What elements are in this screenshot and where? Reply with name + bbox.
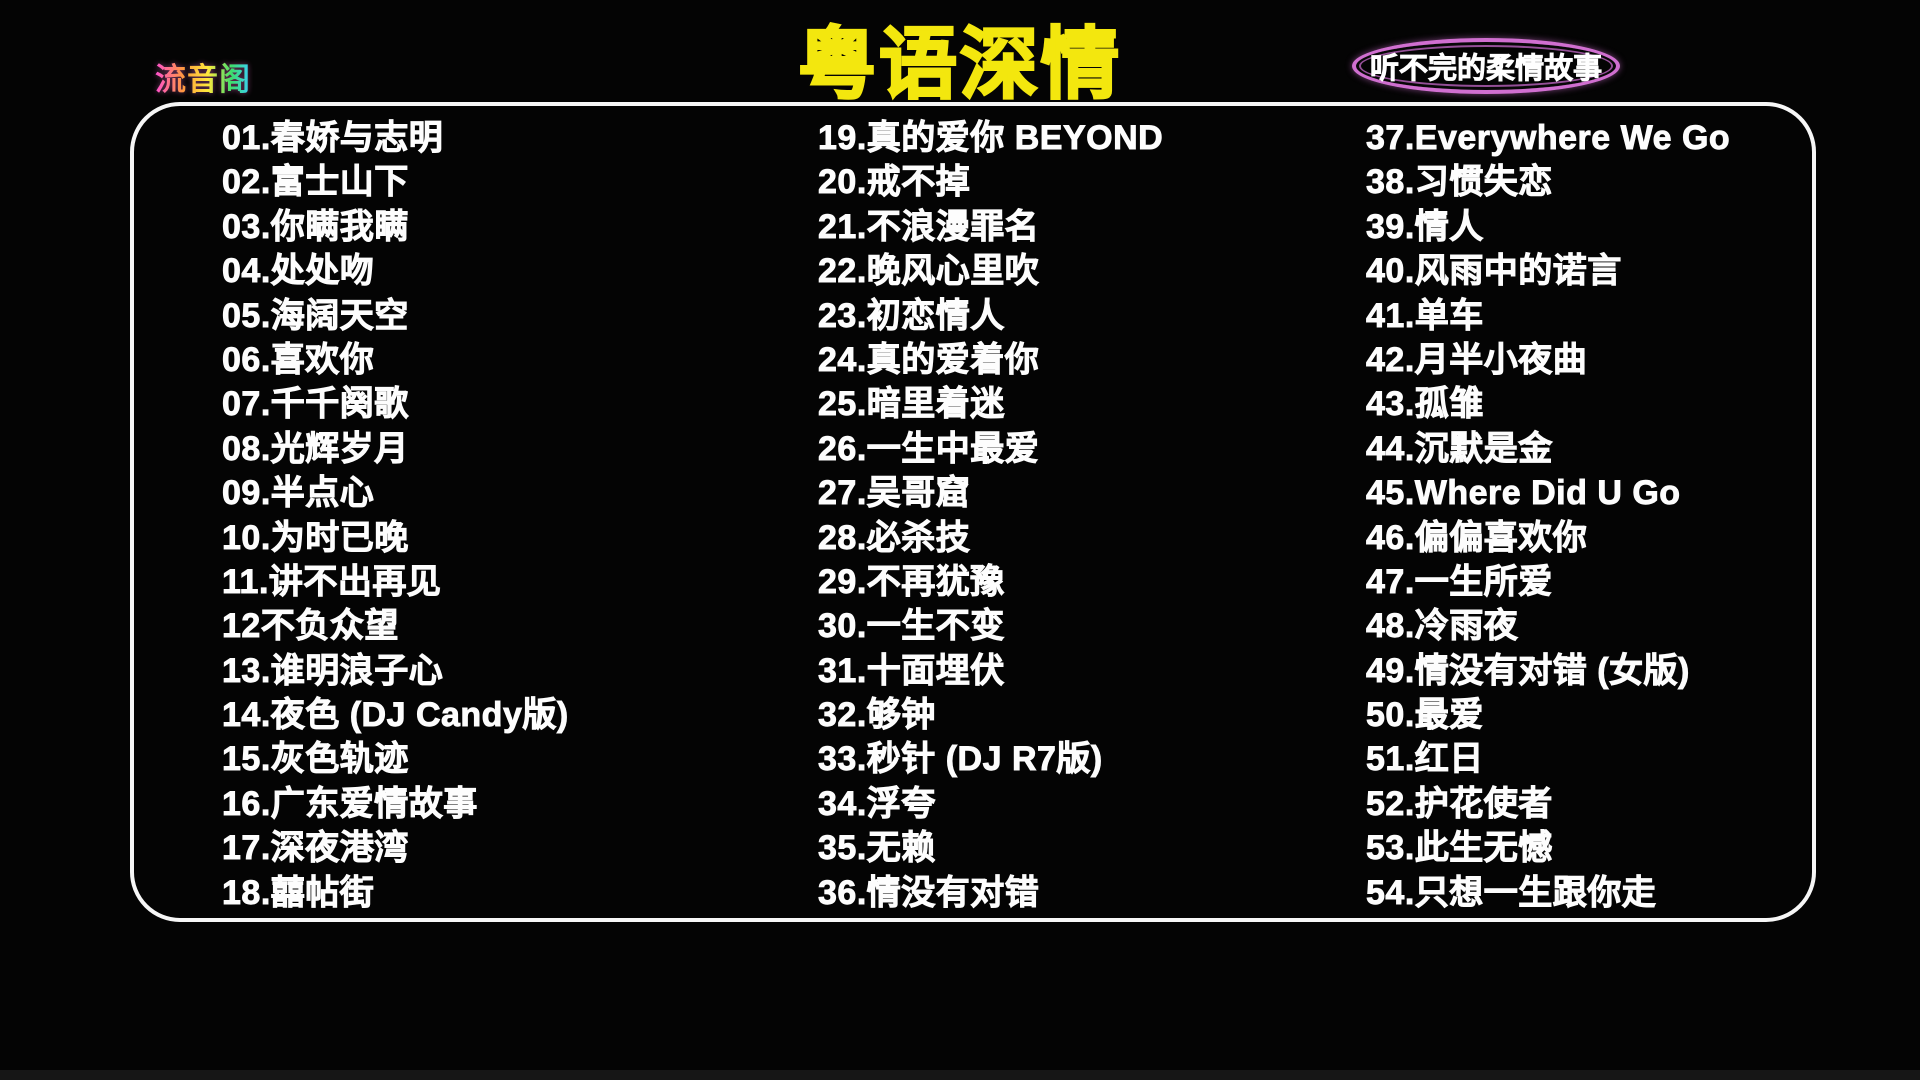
song-item: 39.情人 bbox=[1366, 207, 1484, 246]
song-item: 21.不浪漫罪名 bbox=[818, 207, 1040, 246]
song-item: 52.护花使者 bbox=[1366, 784, 1553, 823]
song-column: 01.春娇与志明 02.富士山下 03.你瞒我瞒 04.处处吻 05.海阔天空 06.喜欢… bbox=[222, 116, 569, 915]
song-item: 23.初恋情人 bbox=[818, 296, 1005, 335]
channel-watermark: 流音阁 bbox=[155, 54, 251, 99]
song-item: 01.春娇与志明 bbox=[222, 119, 444, 158]
song-item: 16.广东爱情故事 bbox=[222, 784, 478, 823]
song-item: 03.你瞒我瞒 bbox=[222, 207, 409, 246]
song-item: 06.喜欢你 bbox=[222, 340, 375, 379]
song-item: 07.千千阕歌 bbox=[222, 385, 409, 424]
song-item: 50.最爱 bbox=[1366, 696, 1484, 735]
song-item: 14.夜色 (DJ Candy版) bbox=[222, 696, 569, 735]
song-item: 25.暗里着迷 bbox=[818, 385, 1005, 424]
song-item: 31.十面埋伏 bbox=[818, 651, 1005, 690]
song-item: 19.真的爱你 BEYOND bbox=[818, 119, 1164, 158]
song-item: 43.孤雏 bbox=[1366, 385, 1484, 424]
song-item: 38.习惯失恋 bbox=[1366, 163, 1553, 202]
song-item: 05.海阔天空 bbox=[222, 296, 409, 335]
song-item: 24.真的爱着你 bbox=[818, 340, 1040, 379]
song-item: 46.偏偏喜欢你 bbox=[1366, 518, 1588, 557]
song-item: 26.一生中最爱 bbox=[818, 429, 1040, 468]
song-item: 32.够钟 bbox=[818, 696, 936, 735]
song-item: 08.光辉岁月 bbox=[222, 429, 409, 468]
song-item: 51.红日 bbox=[1366, 740, 1484, 779]
song-item: 44.沉默是金 bbox=[1366, 429, 1553, 468]
song-item: 40.风雨中的诺言 bbox=[1366, 252, 1622, 291]
song-item: 04.处处吻 bbox=[222, 252, 375, 291]
song-item: 22.晚风心里吹 bbox=[818, 252, 1040, 291]
playlist-frame: 01.春娇与志明 02.富士山下 03.你瞒我瞒 04.处处吻 05.海阔天空 06.喜欢… bbox=[130, 102, 1816, 922]
song-item: 28.必杀技 bbox=[818, 518, 971, 557]
song-item: 47.一生所爱 bbox=[1366, 562, 1553, 601]
song-item: 30.一生不变 bbox=[818, 607, 1005, 646]
subtitle-badge: 听不完的柔情故事 bbox=[1352, 38, 1620, 94]
song-column: 37.Everywhere We Go 38.习惯失恋 39.情人 40.风雨中的诺言… bbox=[1366, 116, 1731, 915]
song-item: 12不负众望 bbox=[222, 607, 399, 646]
song-item: 15.灰色轨迹 bbox=[222, 740, 409, 779]
page-title: 粤语深情 bbox=[797, 19, 1122, 110]
song-item: 34.浮夸 bbox=[818, 784, 936, 823]
song-item: 48.冷雨夜 bbox=[1366, 607, 1519, 646]
song-item: 54.只想一生跟你走 bbox=[1366, 873, 1657, 912]
song-item: 29.不再犹豫 bbox=[818, 562, 1005, 601]
bottom-edge-strip bbox=[0, 1070, 1920, 1080]
song-column: 19.真的爱你 BEYOND 20.戒不掉 21.不浪漫罪名 22.晚风心里吹 23.初… bbox=[818, 116, 1164, 915]
song-item: 02.富士山下 bbox=[222, 163, 409, 202]
song-item: 35.无赖 bbox=[818, 829, 936, 868]
song-item: 27.吴哥窟 bbox=[818, 474, 971, 513]
song-item: 49.情没有对错 (女版) bbox=[1366, 651, 1690, 690]
song-item: 09.半点心 bbox=[222, 474, 375, 513]
song-item: 17.深夜港湾 bbox=[222, 829, 409, 868]
song-item: 36.情没有对错 bbox=[818, 873, 1040, 912]
song-item: 18.囍帖街 bbox=[222, 873, 375, 912]
song-item: 33.秒针 (DJ R7版) bbox=[818, 740, 1103, 779]
song-item: 37.Everywhere We Go bbox=[1366, 119, 1731, 158]
song-item: 20.戒不掉 bbox=[818, 163, 971, 202]
song-item: 53.此生无憾 bbox=[1366, 829, 1553, 868]
song-item: 42.月半小夜曲 bbox=[1366, 340, 1588, 379]
song-item: 11.讲不出再见 bbox=[222, 562, 442, 601]
song-item: 45.Where Did U Go bbox=[1366, 474, 1681, 513]
song-item: 41.单车 bbox=[1366, 296, 1484, 335]
song-item: 10.为时已晚 bbox=[222, 518, 409, 557]
song-item: 13.谁明浪子心 bbox=[222, 651, 444, 690]
subtitle-badge-label: 听不完的柔情故事 bbox=[1369, 53, 1603, 86]
